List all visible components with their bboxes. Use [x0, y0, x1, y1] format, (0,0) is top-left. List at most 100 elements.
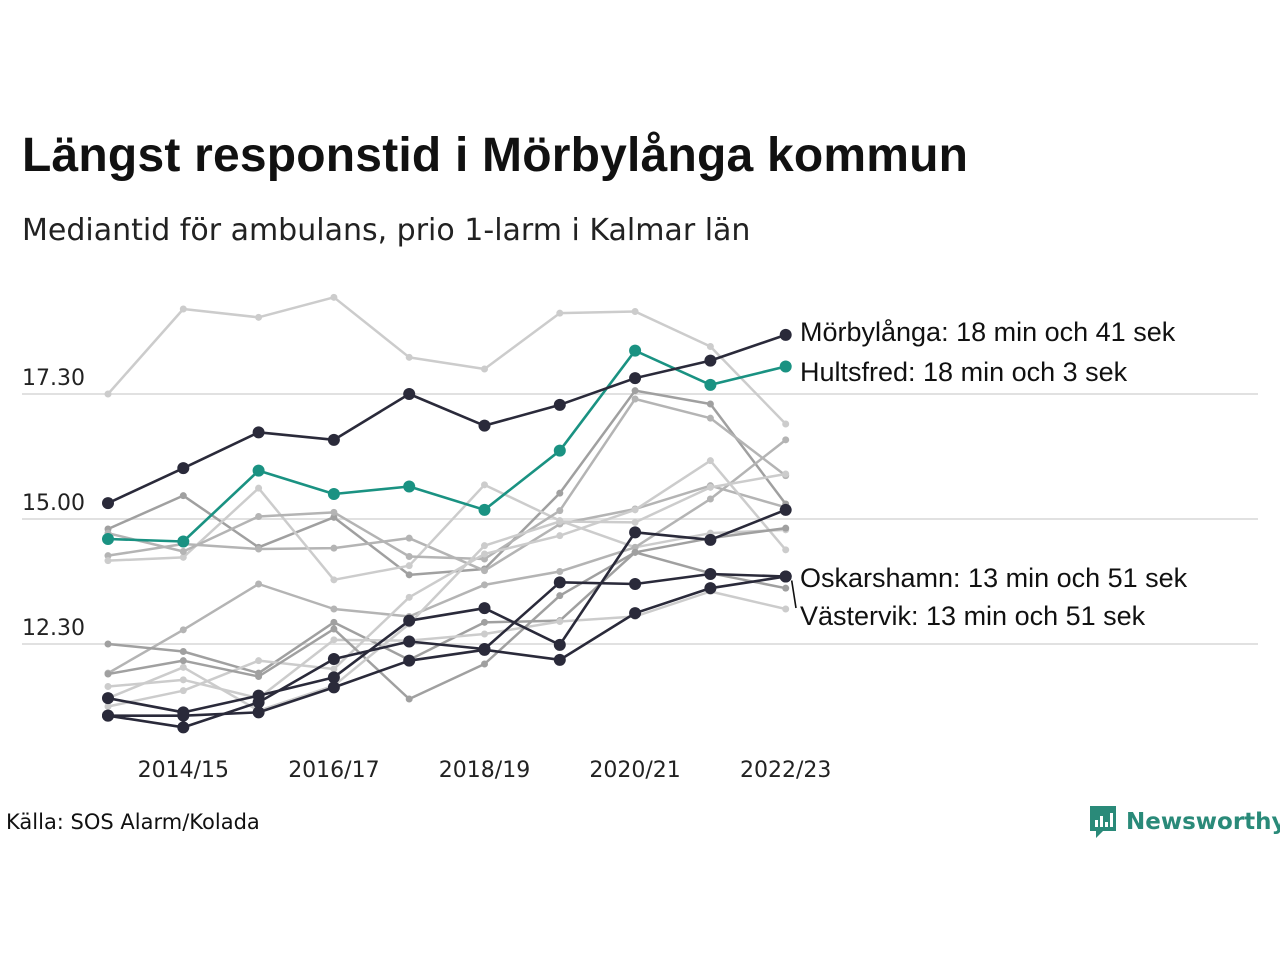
- data-point-12: [629, 526, 642, 539]
- series-line-12: [107, 508, 787, 714]
- data-point-3: [330, 544, 338, 552]
- data-point-5: [179, 548, 187, 555]
- data-point-4: [481, 481, 488, 489]
- data-point-7: [782, 584, 790, 592]
- data-point-4: [330, 576, 338, 584]
- y-tick-label: 12.30: [22, 616, 85, 641]
- y-tick-label: 17.30: [22, 366, 85, 391]
- data-point-1: [104, 390, 112, 398]
- data-point-1: [179, 305, 187, 313]
- data-point-16: [478, 419, 491, 432]
- data-point-11: [481, 542, 488, 550]
- data-point-14: [177, 721, 190, 734]
- data-point-16: [779, 328, 792, 341]
- data-point-13: [403, 654, 416, 667]
- data-point-14: [252, 696, 265, 709]
- data-point-5: [556, 507, 564, 515]
- data-point-12: [102, 692, 114, 705]
- data-point-14: [704, 568, 717, 580]
- data-point-6: [481, 581, 488, 589]
- data-point-7: [330, 618, 338, 626]
- data-point-8: [330, 636, 338, 644]
- series-line-14: [107, 572, 786, 729]
- data-point-5: [706, 414, 714, 422]
- data-point-5: [330, 508, 338, 516]
- data-point-14: [102, 709, 114, 722]
- series-line-16: [107, 333, 787, 505]
- data-point-11: [706, 483, 714, 491]
- data-point-8: [556, 618, 564, 625]
- data-point-16: [403, 388, 416, 400]
- data-point-12: [327, 671, 340, 684]
- data-point-4: [405, 562, 413, 570]
- data-point-9: [330, 665, 338, 673]
- series-label: Hultsfred: 18 min och 3 sek: [800, 357, 1128, 387]
- data-point-9: [556, 532, 564, 540]
- source-note: Källa: SOS Alarm/Kolada: [6, 810, 260, 834]
- data-point-2: [706, 400, 714, 408]
- series-line-15: [107, 349, 787, 543]
- data-point-8: [104, 683, 112, 690]
- data-point-16: [177, 462, 190, 475]
- data-point-14: [478, 643, 491, 655]
- data-point-5: [405, 553, 413, 560]
- x-tick-label: 2016/17: [288, 758, 379, 783]
- data-point-12: [779, 503, 792, 516]
- data-point-6: [255, 580, 263, 588]
- data-point-1: [556, 309, 564, 317]
- data-point-1: [782, 420, 790, 428]
- chart-subtitle: Mediantid för ambulans, prio 1-larm i Ka…: [22, 213, 751, 248]
- data-point-1: [255, 313, 263, 321]
- data-point-10: [104, 670, 112, 678]
- data-point-14: [327, 653, 340, 665]
- x-tick-label: 2022/23: [740, 758, 831, 783]
- y-tick-label: 15.00: [22, 491, 85, 516]
- data-point-6: [631, 543, 639, 551]
- series-line-10: [107, 526, 786, 701]
- data-point-1: [631, 308, 639, 315]
- newsworthy-logo[interactable]: Newsworthy: [1088, 804, 1280, 840]
- data-point-15: [704, 378, 717, 391]
- data-point-13: [327, 681, 340, 694]
- data-point-5: [255, 513, 263, 520]
- data-point-9: [631, 506, 639, 514]
- data-point-9: [179, 687, 187, 695]
- data-point-3: [405, 534, 413, 542]
- data-point-11: [179, 663, 187, 671]
- x-tick-label: 2014/15: [138, 758, 229, 783]
- data-point-14: [403, 635, 416, 648]
- data-point-6: [782, 436, 790, 444]
- data-point-10: [782, 524, 790, 532]
- data-point-3: [255, 545, 263, 553]
- data-point-11: [631, 518, 639, 526]
- data-point-10: [179, 657, 187, 665]
- series-line-5: [107, 397, 787, 561]
- series-line-1: [107, 296, 787, 425]
- data-point-16: [629, 372, 642, 385]
- newsworthy-logo-icon: [1090, 806, 1116, 838]
- data-point-13: [252, 706, 265, 719]
- data-point-15: [553, 444, 566, 457]
- data-point-1: [330, 293, 338, 301]
- series-line-7: [107, 551, 786, 675]
- x-tick-label: 2020/21: [589, 758, 680, 783]
- data-point-2: [556, 489, 564, 497]
- data-point-9: [782, 546, 790, 554]
- data-point-5: [631, 395, 639, 403]
- data-point-10: [631, 548, 639, 556]
- data-point-14: [553, 576, 566, 589]
- data-point-15: [629, 344, 642, 357]
- data-point-10: [405, 695, 413, 703]
- series-label: Oskarshamn: 13 min och 51 sek: [800, 563, 1188, 593]
- series-line-6: [107, 438, 787, 675]
- data-point-9: [405, 593, 413, 601]
- data-point-7: [179, 648, 187, 655]
- x-tick-label: 2018/19: [439, 758, 530, 783]
- data-point-2: [179, 492, 187, 500]
- data-point-12: [403, 614, 416, 627]
- data-point-11: [556, 518, 564, 525]
- data-point-9: [255, 657, 263, 665]
- series-line-3: [107, 484, 787, 572]
- data-point-10: [481, 660, 488, 668]
- data-point-1: [405, 353, 413, 361]
